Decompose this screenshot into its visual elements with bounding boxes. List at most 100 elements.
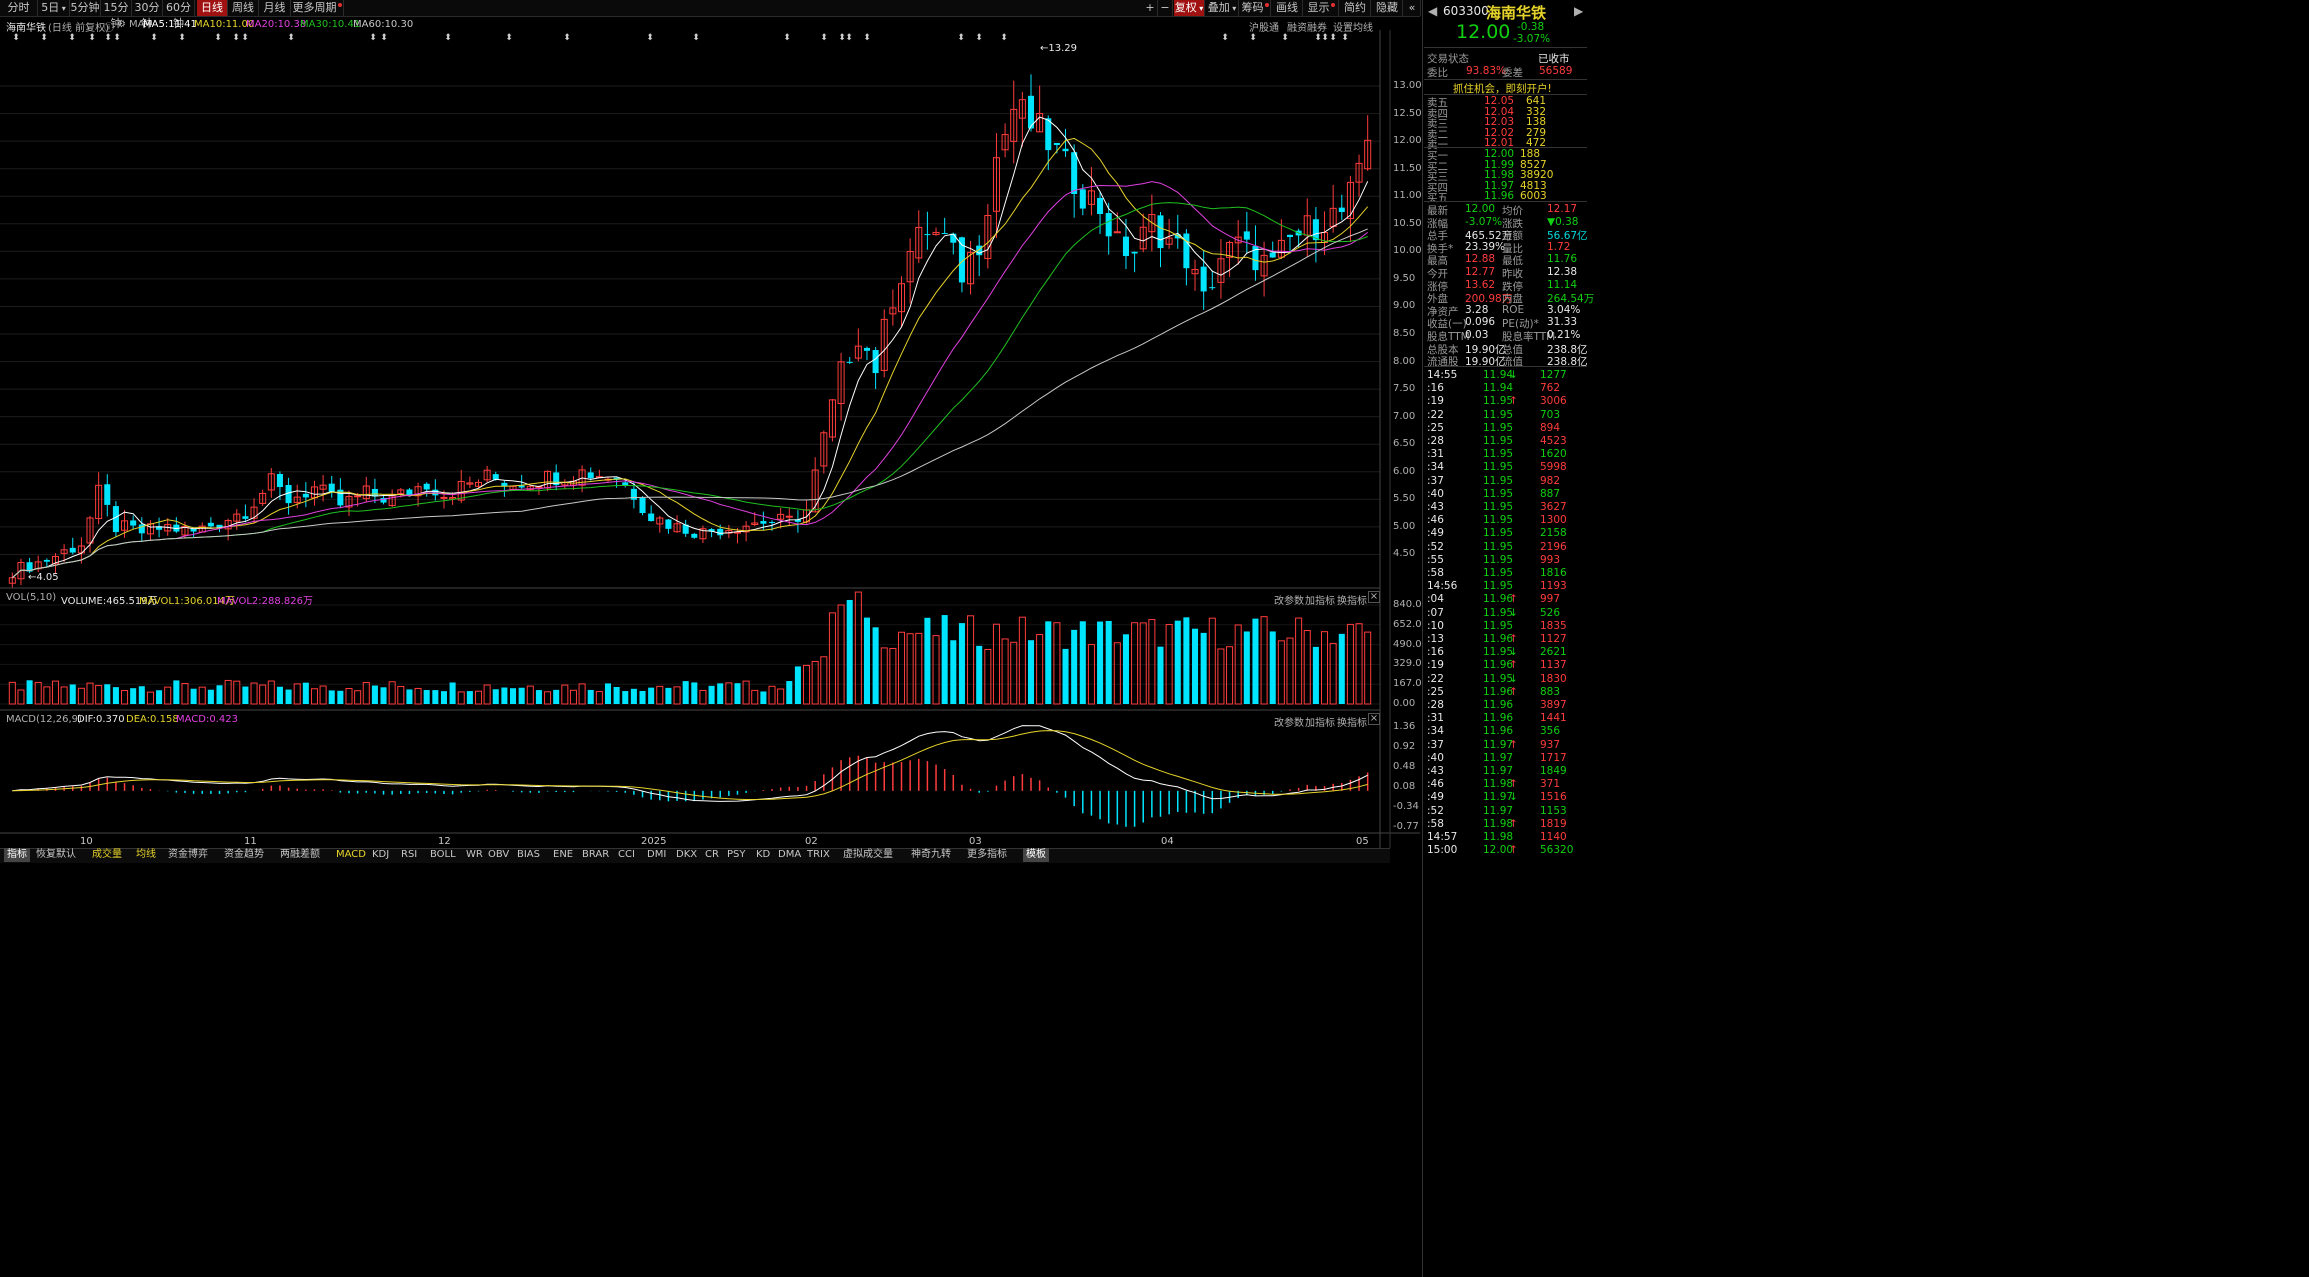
chips-button[interactable]: 筹码 (1240, 0, 1271, 16)
collapse-icon[interactable]: « (1404, 0, 1421, 16)
tick-time: :37 (1427, 474, 1444, 487)
tab-weekly[interactable]: 周线 (228, 0, 259, 16)
zoom-out-button[interactable]: − (1158, 0, 1173, 16)
tick-price: 11.98 (1483, 817, 1514, 830)
indicator-tab[interactable]: BOLL (430, 849, 456, 860)
volume-bar (173, 680, 180, 704)
macd-axis-label: 1.36 (1393, 721, 1416, 732)
hide-button[interactable]: 隐藏 (1372, 0, 1403, 16)
vol-axis-label: 840.00 (1393, 599, 1428, 610)
indicator-tab[interactable]: 神奇九转 (911, 849, 951, 860)
volume-bar (725, 682, 733, 705)
macd-switch-indicator[interactable]: 换指标 (1337, 718, 1367, 729)
indicator-tab[interactable]: RSI (401, 849, 418, 860)
tick-direction-icon: ↑ (1509, 659, 1518, 672)
link-hk-connect[interactable]: 沪股通 (1249, 23, 1279, 34)
vol-switch-indicator[interactable]: 换指标 (1337, 596, 1367, 607)
overlay-button[interactable]: 叠加 ▾ (1206, 0, 1239, 16)
candle (811, 457, 819, 513)
candle (1269, 241, 1276, 258)
tick-time: :16 (1427, 646, 1444, 659)
tab-30min[interactable]: 30分钟 (132, 0, 163, 30)
open-account-promo[interactable]: 抓住机会，即刻开户! (1453, 83, 1552, 95)
tick-volume: 1816 (1540, 567, 1567, 579)
date-axis-label: 04 (1161, 836, 1174, 847)
vol-add-indicator[interactable]: 加指标 (1305, 596, 1335, 607)
indicator-tab[interactable]: BIAS (517, 849, 540, 860)
indicator-tab[interactable]: DKX (676, 849, 698, 860)
vol-close-icon[interactable]: × (1368, 591, 1380, 603)
indicator-tab[interactable]: 更多指标 (967, 849, 1007, 860)
link-set-ma[interactable]: 设置均线 (1333, 23, 1373, 34)
tab-15min[interactable]: 15分钟 (101, 0, 132, 30)
indicator-tab[interactable]: CCI (618, 849, 635, 860)
indicator-tab[interactable]: 两融差额 (280, 849, 320, 860)
price-axis-label: 10.00 (1393, 245, 1422, 257)
tick-price: 11.95 (1483, 487, 1514, 500)
tab-intraday[interactable]: 分时 (0, 0, 38, 16)
indicator-tab[interactable]: DMA (778, 849, 802, 860)
adjust-button[interactable]: 复权 ▾ (1174, 0, 1205, 16)
tick-time: :43 (1427, 765, 1444, 777)
volume-bar (1277, 640, 1285, 705)
draw-line-button[interactable]: 画线 (1272, 0, 1303, 16)
indicator-tab[interactable]: KDJ (372, 849, 390, 860)
tab-60min[interactable]: 60分钟 (163, 0, 195, 30)
indicator-tab[interactable]: DMI (647, 849, 667, 860)
prev-stock-icon[interactable]: ◀ (1428, 4, 1438, 18)
kline-chart[interactable]: ⬍ ⬍ ⬍ ⬍ ⬍ ⬍ ⬍ ⬍ ⬍ ⬍ ⬍ ⬍ ⬍ ⬍ ⬍ ⬍ ⬍ ⬍ ⬍ ⬍ ⬍ ⬍ ⬍ ⬍ ⬍ ⬍ ⬍ ⬍ ⬍ ⬍ ⬍ ⬍ ⬍ ⬍ (0, 30, 1420, 848)
macd-add-indicator[interactable]: 加指标 (1305, 718, 1335, 729)
settings-gear-icon[interactable]: ⚙ (117, 19, 126, 30)
indicator-tab[interactable]: PSY (727, 849, 746, 860)
simple-button[interactable]: 简约 (1340, 0, 1371, 16)
tick-time: :28 (1427, 435, 1444, 447)
indicator-tab[interactable]: OBV (488, 849, 510, 860)
indicator-tab[interactable]: CR (705, 849, 719, 860)
tab-5min[interactable]: 5分钟 (70, 0, 101, 16)
tab-monthly[interactable]: 月线 (259, 0, 291, 16)
volume-bar (518, 687, 525, 704)
svg-text:⬍: ⬍ (1249, 33, 1257, 43)
stat-label: 涨跌 (1502, 217, 1523, 230)
tab-more-periods[interactable]: 更多周期 (291, 0, 344, 16)
indicator-tab[interactable]: 恢复默认 (36, 849, 76, 860)
volume-bar (388, 681, 396, 705)
macd-panel (12, 725, 1369, 827)
tick-price: 11.97 (1483, 791, 1514, 804)
volume-bar (526, 685, 534, 705)
display-button[interactable]: 显示 (1304, 0, 1339, 16)
volume-bar (1200, 632, 1207, 704)
indicator-tab[interactable]: ENE (553, 849, 574, 860)
indicator-tab[interactable]: 成交量 (92, 849, 122, 860)
indicator-tab[interactable]: MACD (336, 849, 366, 860)
indicator-tab[interactable]: 虚拟成交量 (843, 849, 893, 860)
volume-bar (26, 680, 33, 704)
tab-daily[interactable]: 日线 (197, 0, 228, 16)
indicator-tab[interactable]: KD (756, 849, 771, 860)
tab-5day[interactable]: 5日 ▾ (38, 0, 70, 16)
ma30-value: MA30:10.41 (300, 19, 361, 30)
indicator-tab[interactable]: 资金趋势 (224, 849, 264, 860)
macd-edit-params[interactable]: 改参数 (1274, 718, 1304, 729)
indicator-tab[interactable]: WR (466, 849, 483, 860)
next-stock-icon[interactable]: ▶ (1574, 4, 1584, 18)
stat-label: 最新 (1427, 205, 1448, 217)
volume-bar (345, 688, 353, 705)
tick-volume: 1137 (1540, 659, 1567, 672)
indicator-tab[interactable]: 资金博弈 (168, 849, 208, 860)
indicator-tab[interactable]: TRIX (807, 849, 830, 860)
macd-close-icon[interactable]: × (1368, 713, 1380, 725)
stat-value: 11.76 (1547, 253, 1578, 266)
candle (958, 236, 965, 293)
vol-edit-params[interactable]: 改参数 (1274, 596, 1304, 607)
indicator-tab[interactable]: 指标 (4, 848, 30, 862)
volume-bar (1338, 633, 1345, 704)
indicator-tab[interactable]: 模板 (1023, 848, 1049, 862)
indicator-tab[interactable]: BRAR (582, 849, 610, 860)
stat-value: 12.17 (1547, 203, 1578, 215)
link-margin[interactable]: 融资融券 (1287, 23, 1327, 34)
zoom-in-button[interactable]: + (1143, 0, 1158, 16)
vol-axis-label: 490.00 (1393, 638, 1428, 650)
indicator-tab[interactable]: 均线 (136, 849, 156, 860)
help-icon[interactable]: ⓘ (104, 23, 114, 34)
